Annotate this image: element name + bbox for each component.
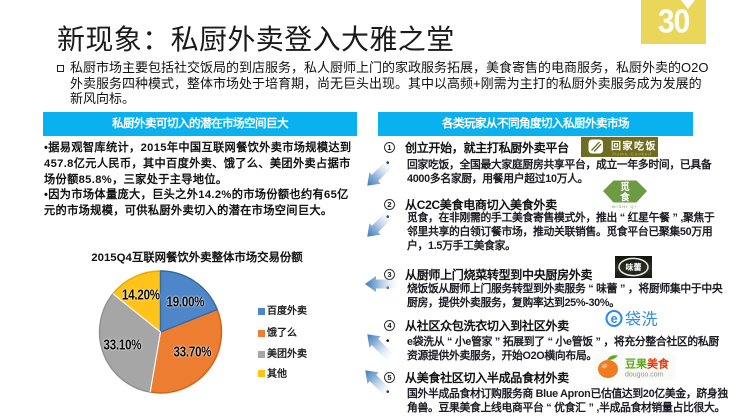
- svg-text:豆果美食: 豆果美食: [625, 357, 670, 371]
- svg-text:食: 食: [619, 192, 630, 204]
- svg-text:回家吃饭: 回家吃饭: [611, 140, 657, 153]
- svg-text:味蕾: 味蕾: [626, 262, 642, 272]
- svg-text:e: e: [611, 312, 618, 326]
- svg-text:袋洗: 袋洗: [625, 311, 658, 329]
- svg-text:MISHI Q+: MISHI Q+: [612, 204, 638, 209]
- svg-text:douguo.com: douguo.com: [625, 372, 664, 379]
- svg-text:Home-Cooked: Home-Cooked: [613, 152, 652, 157]
- svg-text:觅: 觅: [620, 181, 630, 193]
